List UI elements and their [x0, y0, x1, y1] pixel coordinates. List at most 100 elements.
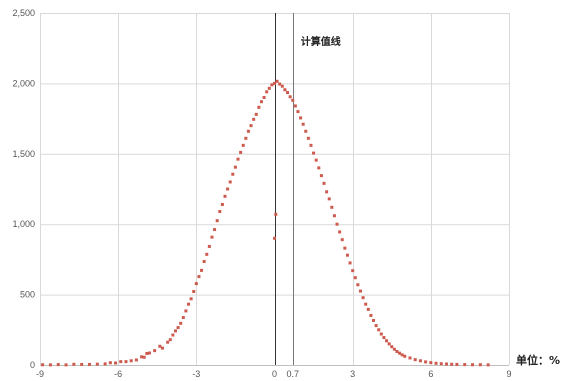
data-point — [301, 122, 305, 126]
data-point — [325, 190, 329, 194]
data-point — [134, 358, 138, 362]
y-tick-label: 1,500 — [12, 149, 35, 159]
data-point — [184, 309, 188, 313]
data-point — [119, 360, 123, 364]
data-point — [351, 269, 355, 273]
data-point — [265, 90, 269, 94]
data-point — [88, 362, 92, 366]
data-point — [291, 98, 295, 102]
data-point — [218, 210, 222, 214]
data-point — [64, 363, 68, 367]
data-point — [142, 355, 146, 359]
x-tick-label: -6 — [114, 369, 122, 379]
data-point — [400, 353, 404, 357]
y-tick-label: 2,500 — [12, 8, 35, 18]
data-point — [338, 230, 342, 234]
data-point — [252, 117, 256, 121]
data-point — [249, 124, 253, 128]
x-tick-label: 6 — [428, 369, 433, 379]
data-point — [173, 329, 177, 333]
data-point — [160, 346, 164, 350]
data-point — [312, 151, 316, 155]
data-point — [369, 313, 373, 317]
data-points — [41, 79, 490, 367]
data-point — [274, 212, 278, 216]
data-point — [270, 83, 274, 87]
data-point — [486, 363, 490, 367]
data-point — [283, 88, 287, 92]
data-point — [463, 363, 467, 367]
data-point — [244, 136, 248, 140]
data-point — [205, 252, 209, 256]
data-point — [210, 235, 214, 239]
data-point — [385, 339, 389, 343]
data-point — [171, 333, 175, 337]
data-point — [56, 363, 60, 367]
data-point — [176, 326, 180, 330]
data-point — [241, 143, 245, 147]
grid-lines — [40, 13, 510, 366]
data-point — [80, 362, 84, 366]
data-point — [273, 236, 276, 240]
data-point — [194, 282, 198, 286]
data-point — [200, 268, 204, 272]
data-point — [319, 174, 323, 178]
data-point — [343, 246, 347, 250]
data-point — [228, 180, 232, 184]
data-point — [444, 362, 448, 366]
reference-lines — [275, 13, 294, 365]
data-point — [145, 351, 149, 355]
data-point — [189, 297, 193, 301]
data-point — [114, 361, 118, 365]
data-point — [304, 129, 308, 133]
data-point — [377, 328, 381, 332]
data-point — [220, 202, 224, 206]
data-point — [129, 359, 133, 363]
data-point — [213, 228, 217, 232]
x-tick-label: 0 — [272, 369, 277, 379]
data-point — [48, 363, 52, 367]
data-point — [262, 95, 266, 99]
data-point — [450, 362, 454, 366]
data-point — [273, 81, 276, 85]
data-point — [317, 166, 321, 170]
data-point — [231, 172, 235, 176]
data-point — [330, 205, 334, 209]
data-point — [236, 157, 240, 161]
data-point — [340, 238, 344, 242]
data-point — [379, 332, 383, 336]
data-point — [374, 324, 378, 328]
data-point — [390, 345, 394, 349]
data-point — [372, 319, 376, 323]
data-point — [413, 358, 417, 362]
data-point — [215, 219, 219, 223]
x-tick-label: -3 — [192, 369, 200, 379]
data-point — [455, 362, 459, 366]
data-point — [335, 222, 339, 226]
x-tick-label: 3 — [350, 369, 355, 379]
data-point — [322, 181, 326, 185]
data-point — [179, 321, 183, 325]
data-point — [202, 260, 206, 264]
data-point — [356, 283, 360, 287]
data-point — [192, 290, 196, 293]
data-point — [259, 100, 263, 104]
data-point — [207, 244, 211, 248]
data-point — [278, 82, 282, 86]
y-tick-label: 1,000 — [12, 219, 35, 229]
data-point — [108, 361, 112, 365]
data-point — [296, 110, 300, 114]
data-point — [257, 105, 261, 109]
x-tick-label: -9 — [36, 369, 44, 379]
x-tick-label: 9 — [506, 369, 511, 379]
data-point — [140, 355, 144, 359]
data-point — [95, 362, 99, 366]
data-point — [358, 289, 362, 293]
data-point — [366, 307, 370, 311]
data-point — [153, 349, 157, 353]
data-point — [103, 362, 107, 366]
data-point — [280, 84, 284, 88]
data-point — [403, 354, 407, 358]
data-point — [434, 361, 438, 365]
